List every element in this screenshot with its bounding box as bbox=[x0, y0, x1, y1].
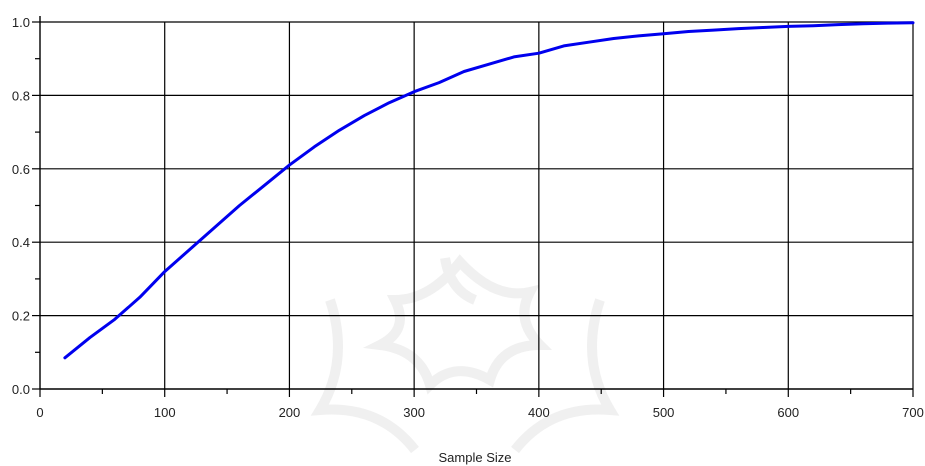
y-tick-label-4: 0.8 bbox=[12, 88, 30, 103]
y-tick-label-2: 0.4 bbox=[12, 235, 30, 250]
x-tick-label-6: 600 bbox=[777, 405, 799, 420]
series-line-0 bbox=[63, 21, 915, 360]
y-tick-label-1: 0.2 bbox=[12, 309, 30, 324]
y-tick-label-0: 0.0 bbox=[12, 382, 30, 397]
x-tick-label-1: 100 bbox=[154, 405, 176, 420]
x-tick-labels: 0 100 200 300 400 500 600 700 bbox=[36, 405, 923, 420]
x-tick-label-5: 500 bbox=[653, 405, 675, 420]
y-tick-label-3: 0.6 bbox=[12, 162, 30, 177]
watermark-ornament bbox=[310, 254, 620, 454]
tick-marks bbox=[32, 21, 914, 397]
x-tick-label-3: 300 bbox=[403, 405, 425, 420]
x-tick-label-0: 0 bbox=[36, 405, 43, 420]
y-tick-labels: 0.0 0.2 0.4 0.6 0.8 1.0 bbox=[12, 15, 30, 397]
x-tick-label-2: 200 bbox=[279, 405, 301, 420]
grid-lines bbox=[40, 21, 914, 389]
axes bbox=[39, 16, 913, 390]
y-tick-label-5: 1.0 bbox=[12, 15, 30, 30]
x-axis-title: Sample Size bbox=[439, 450, 512, 465]
x-tick-label-4: 400 bbox=[528, 405, 550, 420]
data-series bbox=[63, 21, 915, 360]
x-tick-label-7: 700 bbox=[902, 405, 924, 420]
